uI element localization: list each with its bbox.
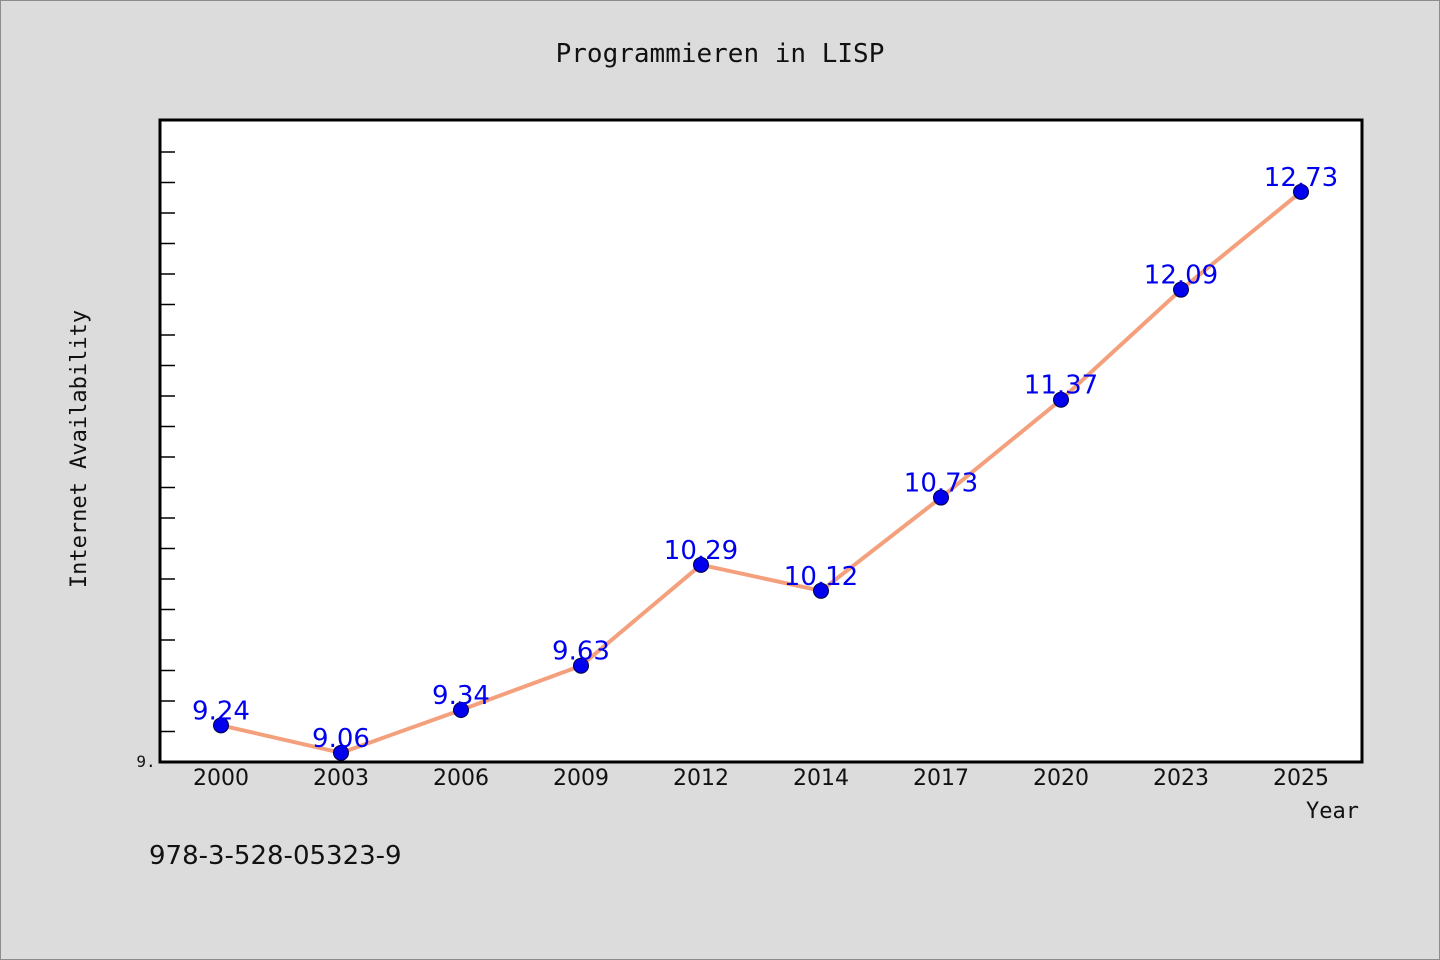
isbn-text: 978-3-528-05323-9: [149, 841, 402, 871]
data-label: 10.73: [904, 469, 978, 499]
data-points: [213, 183, 1309, 761]
x-tick-label: 2023: [1153, 766, 1209, 791]
x-tick-label: 2014: [793, 766, 849, 791]
data-label: 10.29: [664, 536, 738, 566]
data-label: 12.09: [1144, 261, 1218, 291]
x-tick-label: 2006: [433, 766, 489, 791]
x-tick-label: 2017: [913, 766, 969, 791]
data-label: 11.37: [1024, 371, 1098, 401]
y-axis-label: Internet Availability: [67, 310, 92, 588]
data-point[interactable]: [453, 702, 469, 719]
y-tick-label: 9.: [136, 752, 155, 771]
x-tick-label: 2009: [553, 766, 609, 791]
data-label: 9.63: [552, 637, 610, 667]
series-polyline: [219, 189, 1303, 755]
y-axis-ticks: [160, 151, 175, 733]
data-label: 12.73: [1264, 163, 1338, 193]
data-point[interactable]: [1173, 281, 1189, 298]
x-tick-label: 2000: [193, 766, 249, 791]
x-tick-label: 2020: [1033, 766, 1089, 791]
x-tick-label: 2012: [673, 766, 729, 791]
x-tick-label: 2003: [313, 766, 369, 791]
data-label: 9.06: [312, 724, 370, 754]
chart-title: Programmieren in LISP: [556, 39, 885, 69]
data-point[interactable]: [693, 556, 709, 573]
data-point[interactable]: [933, 489, 949, 506]
data-point[interactable]: [333, 744, 349, 761]
data-labels: 9.24 9.06 9.34 9.63 10.29 10.12 10.73 11.37 12.0…: [192, 163, 1338, 754]
data-label: 9.24: [192, 696, 250, 726]
data-point[interactable]: [1293, 183, 1309, 200]
x-tick-labels: 2000 2003 2006 2009 2012 2014 2017 2020 2023 2025: [193, 766, 1329, 791]
data-point[interactable]: [813, 582, 829, 599]
x-axis-label: Year: [1306, 799, 1359, 824]
data-point[interactable]: [1053, 391, 1069, 408]
data-point[interactable]: [573, 657, 589, 674]
plot-area: [158, 118, 1364, 764]
data-label: 9.34: [432, 681, 490, 711]
data-point[interactable]: [213, 717, 229, 734]
x-tick-label: 2025: [1273, 766, 1329, 791]
series-line: [219, 189, 1303, 755]
data-label: 10.12: [784, 562, 858, 592]
